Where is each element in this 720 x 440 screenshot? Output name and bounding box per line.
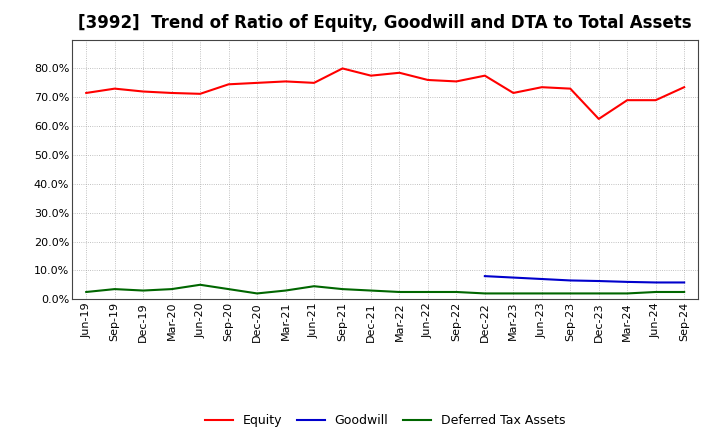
Equity (566, 86, 575, 91)
Equity (680, 84, 688, 90)
Deferred Tax Assets (338, 286, 347, 292)
Equity (395, 70, 404, 75)
Deferred Tax Assets (310, 284, 318, 289)
Goodwill (480, 274, 489, 279)
Deferred Tax Assets (537, 291, 546, 296)
Deferred Tax Assets (225, 286, 233, 292)
Goodwill (652, 280, 660, 285)
Equity (537, 84, 546, 90)
Deferred Tax Assets (139, 288, 148, 293)
Equity (253, 80, 261, 85)
Deferred Tax Assets (595, 291, 603, 296)
Goodwill (566, 278, 575, 283)
Equity (82, 90, 91, 95)
Deferred Tax Assets (196, 282, 204, 287)
Goodwill (680, 280, 688, 285)
Equity (452, 79, 461, 84)
Goodwill (623, 279, 631, 285)
Legend: Equity, Goodwill, Deferred Tax Assets: Equity, Goodwill, Deferred Tax Assets (205, 414, 565, 428)
Equity (139, 89, 148, 94)
Equity (423, 77, 432, 83)
Deferred Tax Assets (423, 290, 432, 295)
Equity (110, 86, 119, 91)
Equity (225, 82, 233, 87)
Deferred Tax Assets (652, 290, 660, 295)
Equity (652, 98, 660, 103)
Deferred Tax Assets (82, 290, 91, 295)
Deferred Tax Assets (366, 288, 375, 293)
Equity (366, 73, 375, 78)
Deferred Tax Assets (167, 286, 176, 292)
Goodwill (537, 276, 546, 282)
Equity (167, 90, 176, 95)
Equity (310, 80, 318, 85)
Title: [3992]  Trend of Ratio of Equity, Goodwill and DTA to Total Assets: [3992] Trend of Ratio of Equity, Goodwil… (78, 15, 692, 33)
Deferred Tax Assets (509, 291, 518, 296)
Equity (480, 73, 489, 78)
Goodwill (509, 275, 518, 280)
Deferred Tax Assets (282, 288, 290, 293)
Deferred Tax Assets (452, 290, 461, 295)
Deferred Tax Assets (480, 291, 489, 296)
Goodwill (595, 279, 603, 284)
Equity (595, 116, 603, 121)
Deferred Tax Assets (680, 290, 688, 295)
Line: Equity: Equity (86, 69, 684, 119)
Deferred Tax Assets (110, 286, 119, 292)
Equity (509, 90, 518, 95)
Equity (623, 98, 631, 103)
Deferred Tax Assets (623, 291, 631, 296)
Line: Deferred Tax Assets: Deferred Tax Assets (86, 285, 684, 293)
Line: Goodwill: Goodwill (485, 276, 684, 282)
Deferred Tax Assets (253, 291, 261, 296)
Deferred Tax Assets (395, 290, 404, 295)
Deferred Tax Assets (566, 291, 575, 296)
Equity (338, 66, 347, 71)
Equity (282, 79, 290, 84)
Equity (196, 91, 204, 96)
